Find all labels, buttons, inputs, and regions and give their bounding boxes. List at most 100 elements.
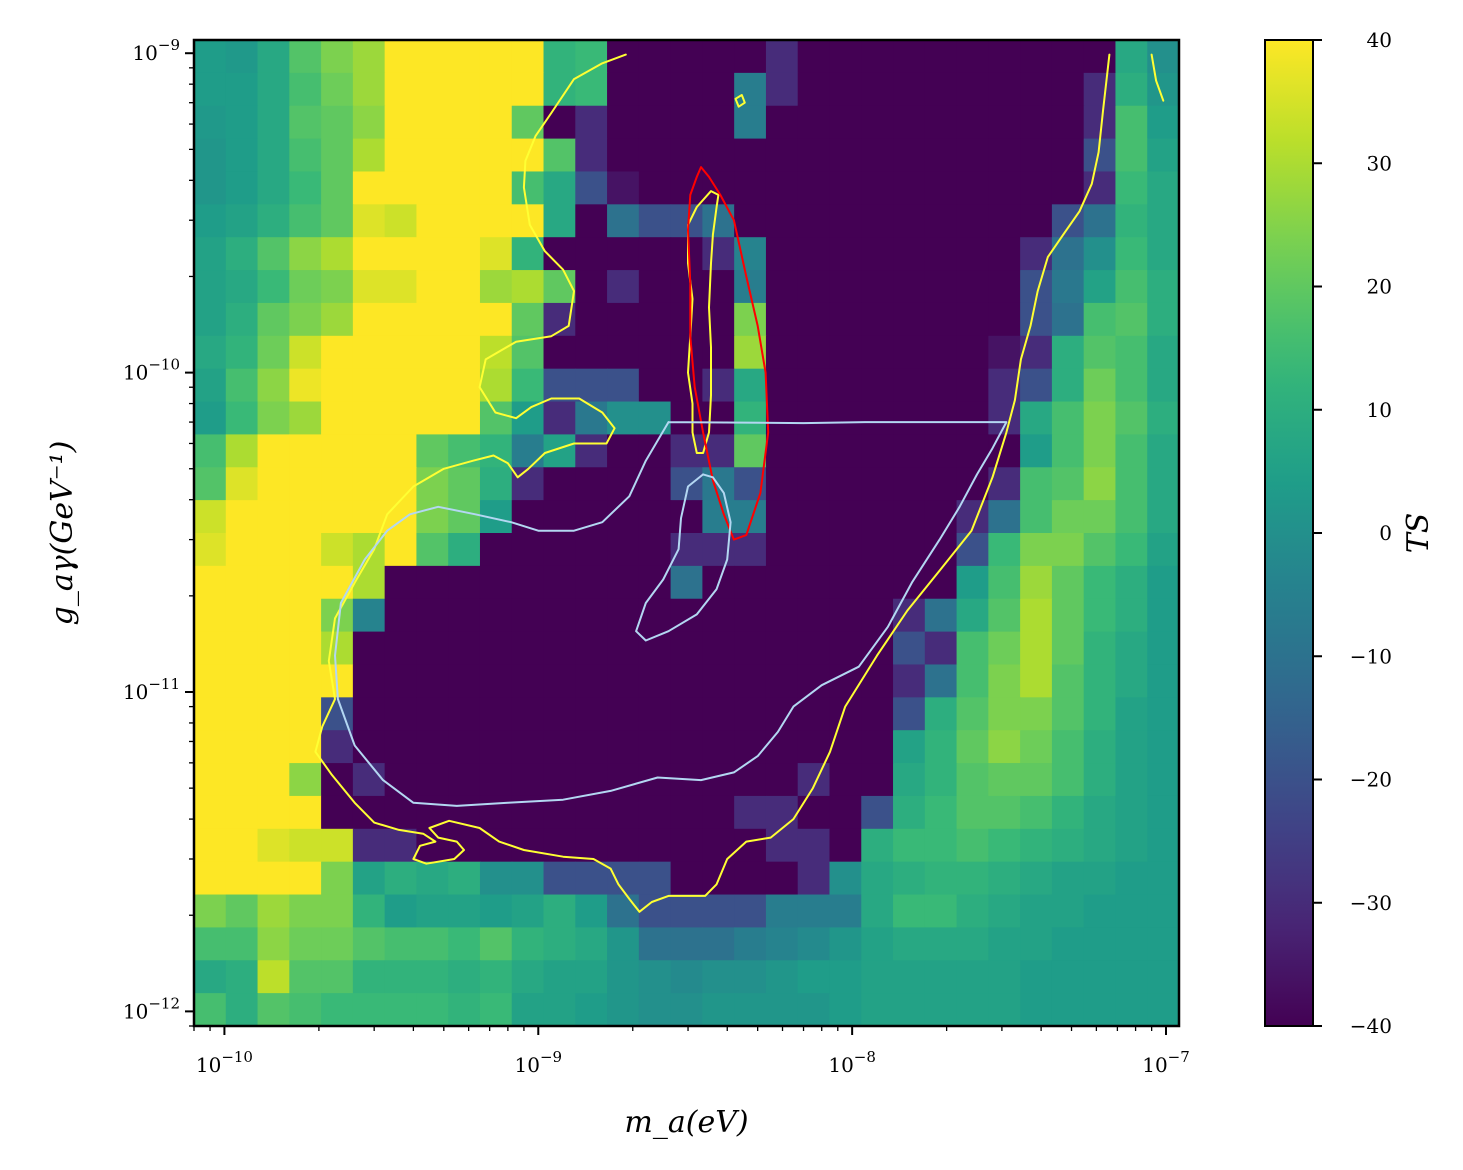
heatmap-cell xyxy=(575,861,608,896)
heatmap-cell xyxy=(384,302,418,337)
heatmap-cell xyxy=(321,993,354,1027)
heatmap-cell xyxy=(225,270,259,304)
heatmap-cell xyxy=(289,467,322,501)
heatmap-cell xyxy=(829,598,862,633)
heatmap-cell xyxy=(670,664,703,698)
heatmap-cell xyxy=(1083,565,1117,600)
heatmap-cell xyxy=(352,72,386,107)
heatmap-cell xyxy=(384,894,418,928)
heatmap-cell xyxy=(1115,730,1148,764)
heatmap-cell xyxy=(829,828,862,863)
heatmap-cell xyxy=(257,861,290,896)
heatmap-cell xyxy=(511,631,545,666)
heatmap-cell xyxy=(194,565,227,600)
heatmap-cell xyxy=(1147,565,1180,600)
heatmap-cell xyxy=(511,40,545,74)
heatmap-cell xyxy=(321,237,354,271)
heatmap-cell xyxy=(225,894,259,928)
heatmap-cell xyxy=(893,72,926,107)
heatmap-cell xyxy=(924,237,958,271)
heatmap-cell xyxy=(924,401,958,435)
heatmap-cell xyxy=(988,533,1021,567)
heatmap-cell xyxy=(893,598,926,633)
heatmap-cell xyxy=(607,138,640,173)
heatmap-cell xyxy=(543,993,576,1027)
heatmap-cell xyxy=(607,40,640,74)
heatmap-cell xyxy=(893,960,926,994)
heatmap-cell xyxy=(956,828,989,863)
heatmap-cell xyxy=(861,664,894,698)
heatmap-cell xyxy=(1020,927,1053,961)
heatmap-cell xyxy=(416,598,449,633)
heatmap-cell xyxy=(1115,237,1148,271)
heatmap-cell xyxy=(511,171,545,205)
heatmap-cell xyxy=(543,138,576,173)
heatmap-cell xyxy=(543,697,576,731)
heatmap-cell xyxy=(448,72,481,107)
heatmap-cell xyxy=(1051,72,1085,107)
heatmap-cell xyxy=(1115,664,1148,698)
colorbar-tick-label: −30 xyxy=(1350,891,1392,915)
heatmap-cell xyxy=(638,960,672,994)
heatmap-cell xyxy=(893,105,926,140)
heatmap-cell xyxy=(797,72,831,107)
heatmap-cell xyxy=(225,730,259,764)
heatmap-cell xyxy=(734,861,767,896)
heatmap-cell xyxy=(511,565,545,600)
heatmap-cell xyxy=(1020,500,1053,534)
heatmap-cell xyxy=(924,861,958,896)
heatmap-cell xyxy=(575,434,608,468)
heatmap-cell xyxy=(607,993,640,1027)
x-tick-label: 10−8 xyxy=(828,1048,876,1077)
heatmap-cell xyxy=(384,237,418,271)
heatmap-cell xyxy=(829,927,862,961)
heatmap-cell xyxy=(734,500,767,534)
heatmap-cell xyxy=(734,960,767,994)
heatmap-cell xyxy=(352,697,386,731)
heatmap-cell xyxy=(797,40,831,74)
heatmap-cell xyxy=(321,927,354,961)
heatmap-cell xyxy=(289,171,322,205)
heatmap-cell xyxy=(1083,763,1117,797)
heatmap-cell xyxy=(638,40,672,74)
heatmap-cell xyxy=(416,434,449,468)
colorbar-label: TS xyxy=(1401,513,1436,554)
heatmap-cell xyxy=(670,565,703,600)
heatmap-cell xyxy=(1115,40,1148,74)
heatmap-cell xyxy=(416,795,449,830)
heatmap-cell xyxy=(289,270,322,304)
heatmap-cell xyxy=(893,828,926,863)
heatmap-cell xyxy=(543,533,576,567)
heatmap-cell xyxy=(289,993,322,1027)
heatmap-cell xyxy=(543,763,576,797)
y-axis: 10−9 10−10 10−11 10−12 xyxy=(123,36,194,1027)
heatmap-cell xyxy=(1083,368,1117,403)
heatmap-cell xyxy=(384,368,418,403)
heatmap-cell xyxy=(797,861,831,896)
heatmap-cell xyxy=(1115,500,1148,534)
heatmap-cell xyxy=(194,270,227,304)
heatmap-cell xyxy=(829,533,862,567)
heatmap-cell xyxy=(511,993,545,1027)
heatmap-cell xyxy=(988,138,1021,173)
heatmap-cell xyxy=(924,302,958,337)
heatmap-cell xyxy=(1020,368,1053,403)
heatmap-cell xyxy=(797,270,831,304)
heatmap-cell xyxy=(194,631,227,666)
heatmap-cell xyxy=(448,40,481,74)
heatmap-cell xyxy=(670,40,703,74)
heatmap-cell xyxy=(956,730,989,764)
heatmap-cell xyxy=(416,467,449,501)
heatmap-cell xyxy=(289,335,322,370)
heatmap-cell xyxy=(194,237,227,271)
heatmap-cell xyxy=(1083,270,1117,304)
heatmap-cell xyxy=(1020,598,1053,633)
heatmap-cell xyxy=(1115,467,1148,501)
heatmap-cell xyxy=(988,861,1021,896)
heatmap-cell xyxy=(861,565,894,600)
heatmap-cell xyxy=(1051,500,1085,534)
heatmap-cell xyxy=(321,795,354,830)
heatmap-cell xyxy=(670,434,703,468)
heatmap-cell xyxy=(321,500,354,534)
heatmap-cell xyxy=(257,664,290,698)
